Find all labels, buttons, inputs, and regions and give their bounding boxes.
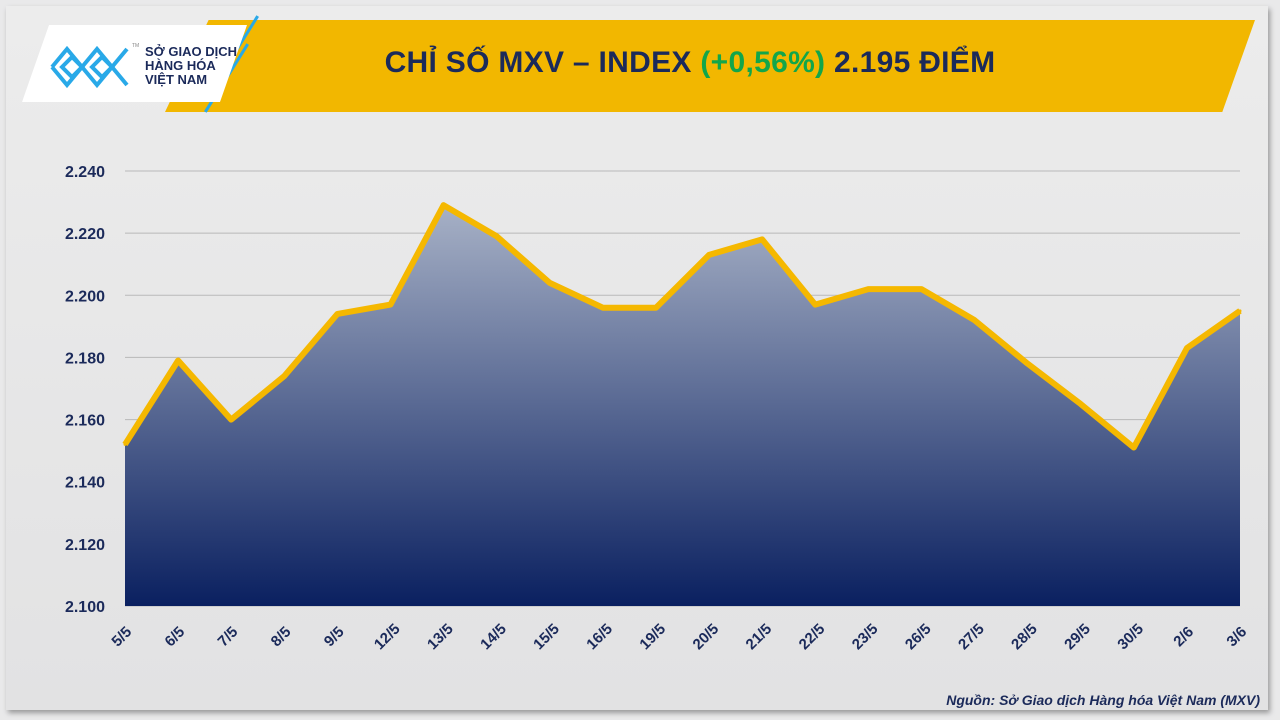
y-tick-label: 2.220 (65, 226, 105, 243)
logo-line-1: SỞ GIAO DỊCH (145, 44, 237, 59)
x-tick-label: 29/5 (1061, 620, 1094, 653)
x-tick-label: 3/6 (1223, 623, 1250, 650)
data-point (176, 359, 180, 363)
data-point (123, 442, 127, 446)
data-point (1185, 346, 1189, 350)
data-point (973, 318, 977, 322)
logo-tm: TM (132, 43, 140, 49)
area-fill (125, 205, 1240, 606)
logo-mark-icon (50, 45, 129, 89)
x-tick-label: 14/5 (477, 620, 510, 653)
data-point (282, 374, 286, 378)
x-tick-label: 9/5 (321, 623, 348, 650)
x-tick-label: 28/5 (1008, 620, 1041, 653)
title-prefix: CHỈ SỐ MXV – INDEX (384, 46, 692, 79)
logo-text: SỞ GIAO DỊCH HÀNG HÓA VIỆT NAM (145, 45, 237, 87)
data-point (1238, 309, 1242, 313)
title-banner (165, 20, 1255, 112)
data-point (1079, 402, 1083, 406)
y-tick-label: 2.100 (65, 599, 105, 616)
x-tick-label: 26/5 (902, 620, 935, 653)
x-tick-label: 16/5 (583, 620, 616, 653)
data-point (442, 203, 446, 207)
y-tick-label: 2.240 (65, 164, 105, 181)
x-tick-label: 7/5 (215, 623, 242, 650)
y-tick-label: 2.180 (65, 350, 105, 367)
y-tick-label: 2.200 (65, 288, 105, 305)
logo: TM (22, 25, 247, 102)
data-point (707, 253, 711, 257)
series-line (122, 202, 1242, 451)
x-tick-label: 8/5 (268, 623, 295, 650)
data-point (654, 306, 658, 310)
x-tick-label: 2/6 (1170, 623, 1197, 650)
x-tick-label: 20/5 (690, 620, 723, 653)
x-tick-label: 12/5 (371, 620, 404, 653)
y-tick-label: 2.120 (65, 537, 105, 554)
x-tick-label: 21/5 (743, 620, 776, 653)
x-tick-label: 19/5 (636, 620, 669, 653)
x-tick-label: 27/5 (955, 620, 988, 653)
data-point (495, 234, 499, 238)
data-point (335, 312, 339, 316)
data-point (1026, 362, 1030, 366)
x-tick-label: 13/5 (424, 620, 457, 653)
title-change: (+0,56%) (700, 46, 826, 79)
y-tick-label: 2.160 (65, 413, 105, 430)
source-note: Nguồn: Sở Giao dịch Hàng hóa Việt Nam (M… (946, 692, 1260, 708)
data-point (601, 306, 605, 310)
data-point (229, 418, 233, 422)
x-tick-label: 15/5 (530, 620, 563, 653)
x-tick-label: 22/5 (796, 620, 829, 653)
x-tick-label: 6/5 (162, 623, 189, 650)
x-tick-label: 5/5 (108, 623, 135, 650)
data-point (866, 287, 870, 291)
data-point (1132, 446, 1136, 450)
data-point (388, 303, 392, 307)
data-point (813, 303, 817, 307)
x-tick-label: 30/5 (1114, 620, 1147, 653)
data-point (919, 287, 923, 291)
y-tick-label: 2.140 (65, 475, 105, 492)
title-value: 2.195 ĐIỂM (833, 46, 996, 79)
logo-line-3: VIỆT NAM (145, 72, 208, 87)
x-tick-label: 23/5 (849, 620, 882, 653)
page-title: CHỈ SỐ MXV – INDEX (+0,56%) 2.195 ĐIỂM (300, 46, 1080, 80)
data-point (760, 237, 764, 241)
logo-line-2: HÀNG HÓA (145, 58, 216, 73)
data-point (548, 281, 552, 285)
